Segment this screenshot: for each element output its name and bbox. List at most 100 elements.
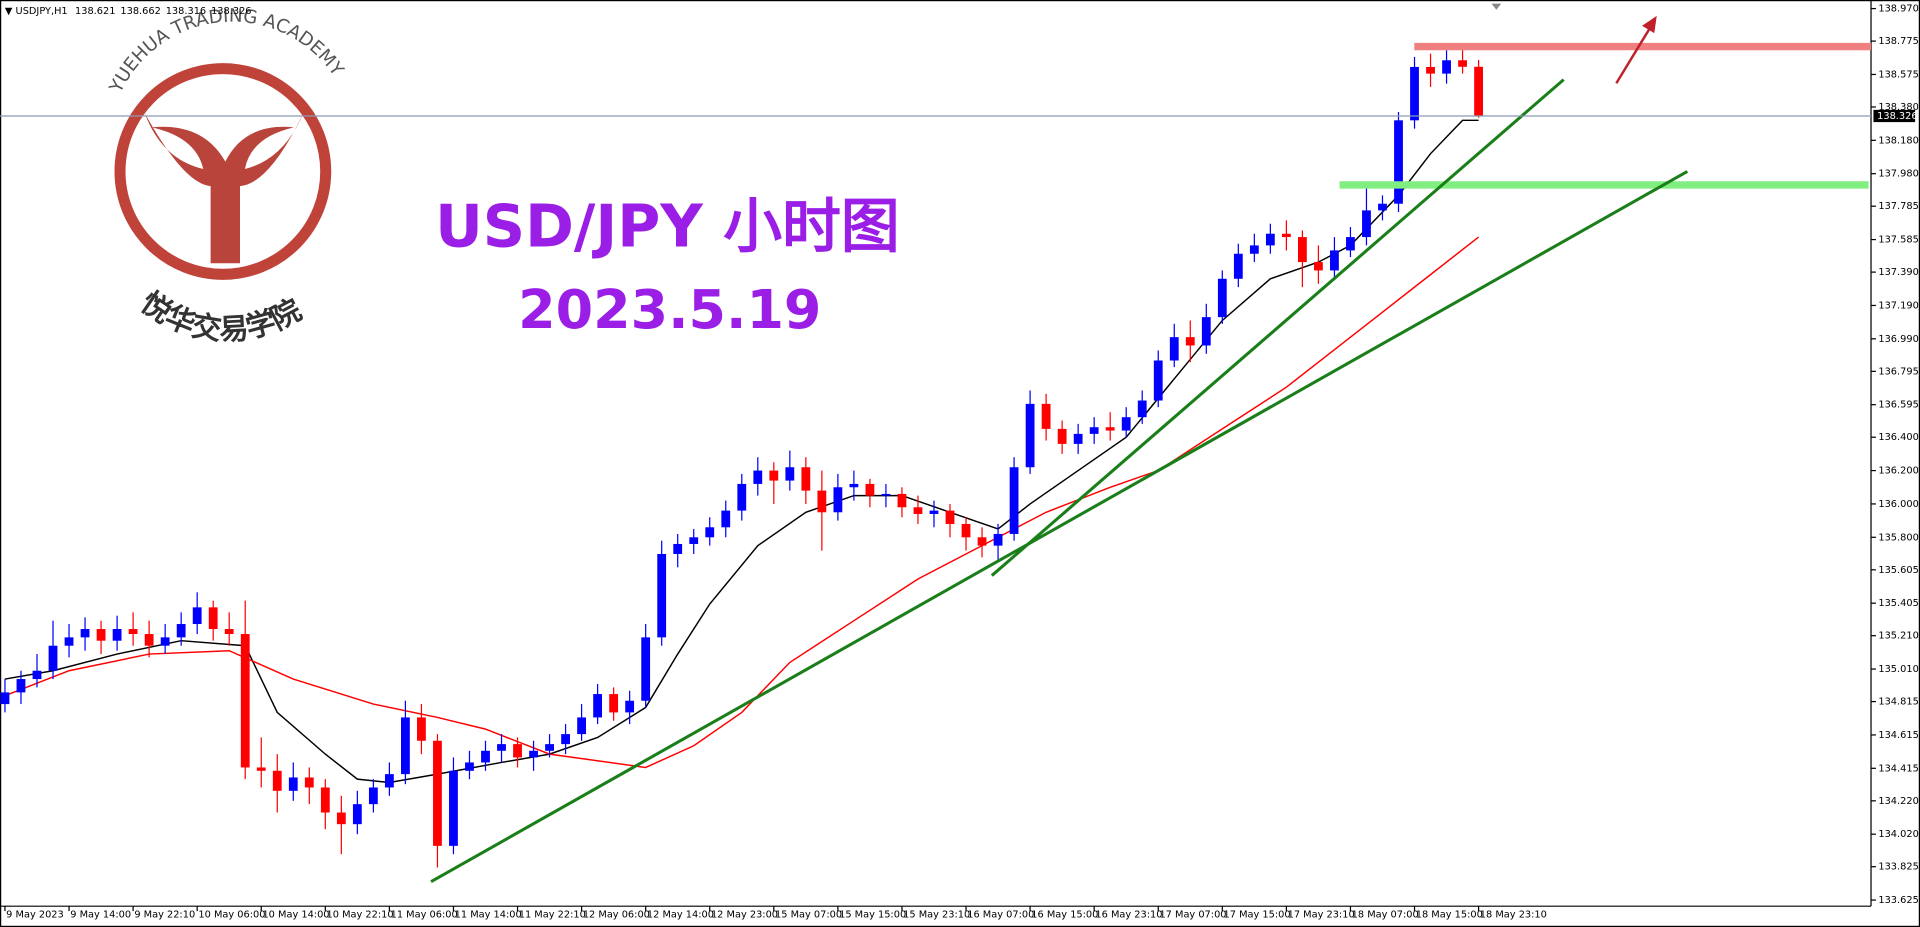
- candle-body: [320, 787, 330, 813]
- candle-body: [721, 510, 731, 528]
- y-tick-label: 136.000: [1878, 499, 1918, 510]
- candle-body: [1410, 66, 1419, 121]
- candle-body: [401, 717, 410, 775]
- candle-body: [849, 483, 859, 488]
- candle-body: [1153, 360, 1163, 401]
- y-tick-label: 137.585: [1878, 235, 1918, 246]
- trend-line: [430, 170, 1689, 884]
- candle-body: [16, 679, 26, 693]
- trend-line: [990, 78, 1565, 577]
- x-tick-label: 16 May 15:00: [1031, 910, 1098, 921]
- y-tick-label: 138.180: [1878, 135, 1918, 146]
- x-tick-label: 17 May 23:10: [1288, 910, 1355, 921]
- header: ▼ USDJPY,H1 138.621 138.662 138.316 138.326: [5, 6, 252, 17]
- candle-body: [1041, 403, 1051, 429]
- candle-body: [513, 744, 522, 758]
- candle-body: [769, 470, 779, 481]
- candle-body: [1073, 433, 1083, 444]
- header-open: 138.621: [75, 6, 115, 17]
- candle-body: [465, 762, 474, 771]
- x-tick-label: 18 May 07:00: [1352, 910, 1419, 921]
- candle-body: [1201, 317, 1211, 346]
- moving-average: [4, 119, 1479, 784]
- x-tick-label: 18 May 23:10: [1480, 910, 1547, 921]
- candle-body: [1346, 237, 1355, 251]
- moving-average: [4, 236, 1480, 769]
- logo-ring: [114, 63, 332, 280]
- candle-body: [929, 510, 939, 514]
- y-tick-label: 137.190: [1878, 300, 1918, 311]
- candle-body: [1265, 233, 1275, 246]
- header-high: 138.662: [120, 6, 160, 17]
- candle-body: [1394, 120, 1403, 204]
- symbol: USDJPY,H1: [16, 6, 68, 17]
- candle-body: [737, 483, 747, 511]
- candle-body: [1249, 245, 1259, 254]
- candle-body: [641, 637, 651, 701]
- candle-body: [128, 629, 138, 635]
- candle-body: [192, 607, 202, 625]
- candle-body: [240, 634, 250, 768]
- y-tick-label: 137.390: [1878, 267, 1918, 278]
- candle-body: [481, 750, 490, 763]
- y-tick-label: 135.800: [1878, 532, 1918, 543]
- x-tick-label: 15 May 07:00: [775, 910, 842, 921]
- candle-body: [1297, 237, 1307, 263]
- x-tick-label: 17 May 07:00: [1159, 910, 1226, 921]
- candle-body: [897, 493, 907, 508]
- x-tick-label: 9 May 22:10: [134, 910, 195, 921]
- y-tick-label: 138.575: [1878, 69, 1918, 80]
- y-tick-label: 136.200: [1878, 466, 1918, 477]
- y-tick-label: 136.990: [1878, 334, 1918, 345]
- x-tick-label: 11 May 06:00: [391, 910, 458, 921]
- y-tick-label: 134.415: [1878, 763, 1918, 774]
- candle-body: [705, 527, 715, 538]
- shift-marker: [1491, 3, 1502, 10]
- chart-title: USD/JPY 小时图: [435, 191, 900, 260]
- candle-body: [753, 470, 763, 484]
- candle-body: [48, 645, 58, 671]
- y-tick-label: 138.970: [1878, 4, 1918, 15]
- y-tick-label: 134.020: [1878, 829, 1918, 840]
- header-low: 138.316: [166, 6, 206, 17]
- x-tick-label: 15 May 23:10: [903, 910, 970, 921]
- candle-body: [801, 467, 811, 491]
- current-price-label: 138.326: [1877, 111, 1917, 122]
- x-tick-label: 10 May 22:10: [327, 910, 394, 921]
- candle-body: [865, 483, 875, 496]
- candle-body: [288, 777, 298, 791]
- candle-body: [1025, 403, 1035, 468]
- y-tick-label: 133.625: [1878, 895, 1918, 906]
- y-tick-label: 137.980: [1878, 169, 1918, 180]
- candle-body: [1458, 60, 1467, 67]
- candle-body: [384, 774, 394, 788]
- candle-body: [449, 770, 458, 846]
- candle-body: [545, 744, 554, 751]
- candle-body: [1089, 427, 1099, 434]
- candle-body: [961, 523, 971, 538]
- y-tick-label: 136.795: [1878, 366, 1918, 377]
- candle-body: [224, 629, 234, 635]
- indicator-lines: [4, 119, 1480, 784]
- header-close: 138.326: [211, 6, 251, 17]
- y-tick-label: 135.010: [1878, 664, 1918, 675]
- candle-body: [1009, 467, 1019, 534]
- x-tick-label: 9 May 2023: [6, 910, 64, 921]
- x-tick-label: 12 May 14:00: [647, 910, 714, 921]
- x-tick-label: 11 May 14:00: [455, 910, 522, 921]
- drawings: [430, 3, 1872, 884]
- x-tick-label: 10 May 14:00: [262, 910, 329, 921]
- candle-body: [208, 607, 218, 630]
- candle-body: [1121, 417, 1131, 431]
- candle-body: [176, 624, 186, 638]
- y-tick-label: 136.400: [1878, 432, 1918, 443]
- candle-body: [657, 553, 667, 638]
- candle-body: [881, 493, 891, 496]
- candle-body: [977, 537, 987, 546]
- candle-body: [272, 770, 282, 791]
- axes: 138.970 138.775 138.575 138.380 138.180 137.9…: [4, 4, 1919, 921]
- candle-body: [577, 717, 587, 735]
- candle-body: [625, 700, 635, 713]
- y-tick-label: 134.815: [1878, 697, 1918, 708]
